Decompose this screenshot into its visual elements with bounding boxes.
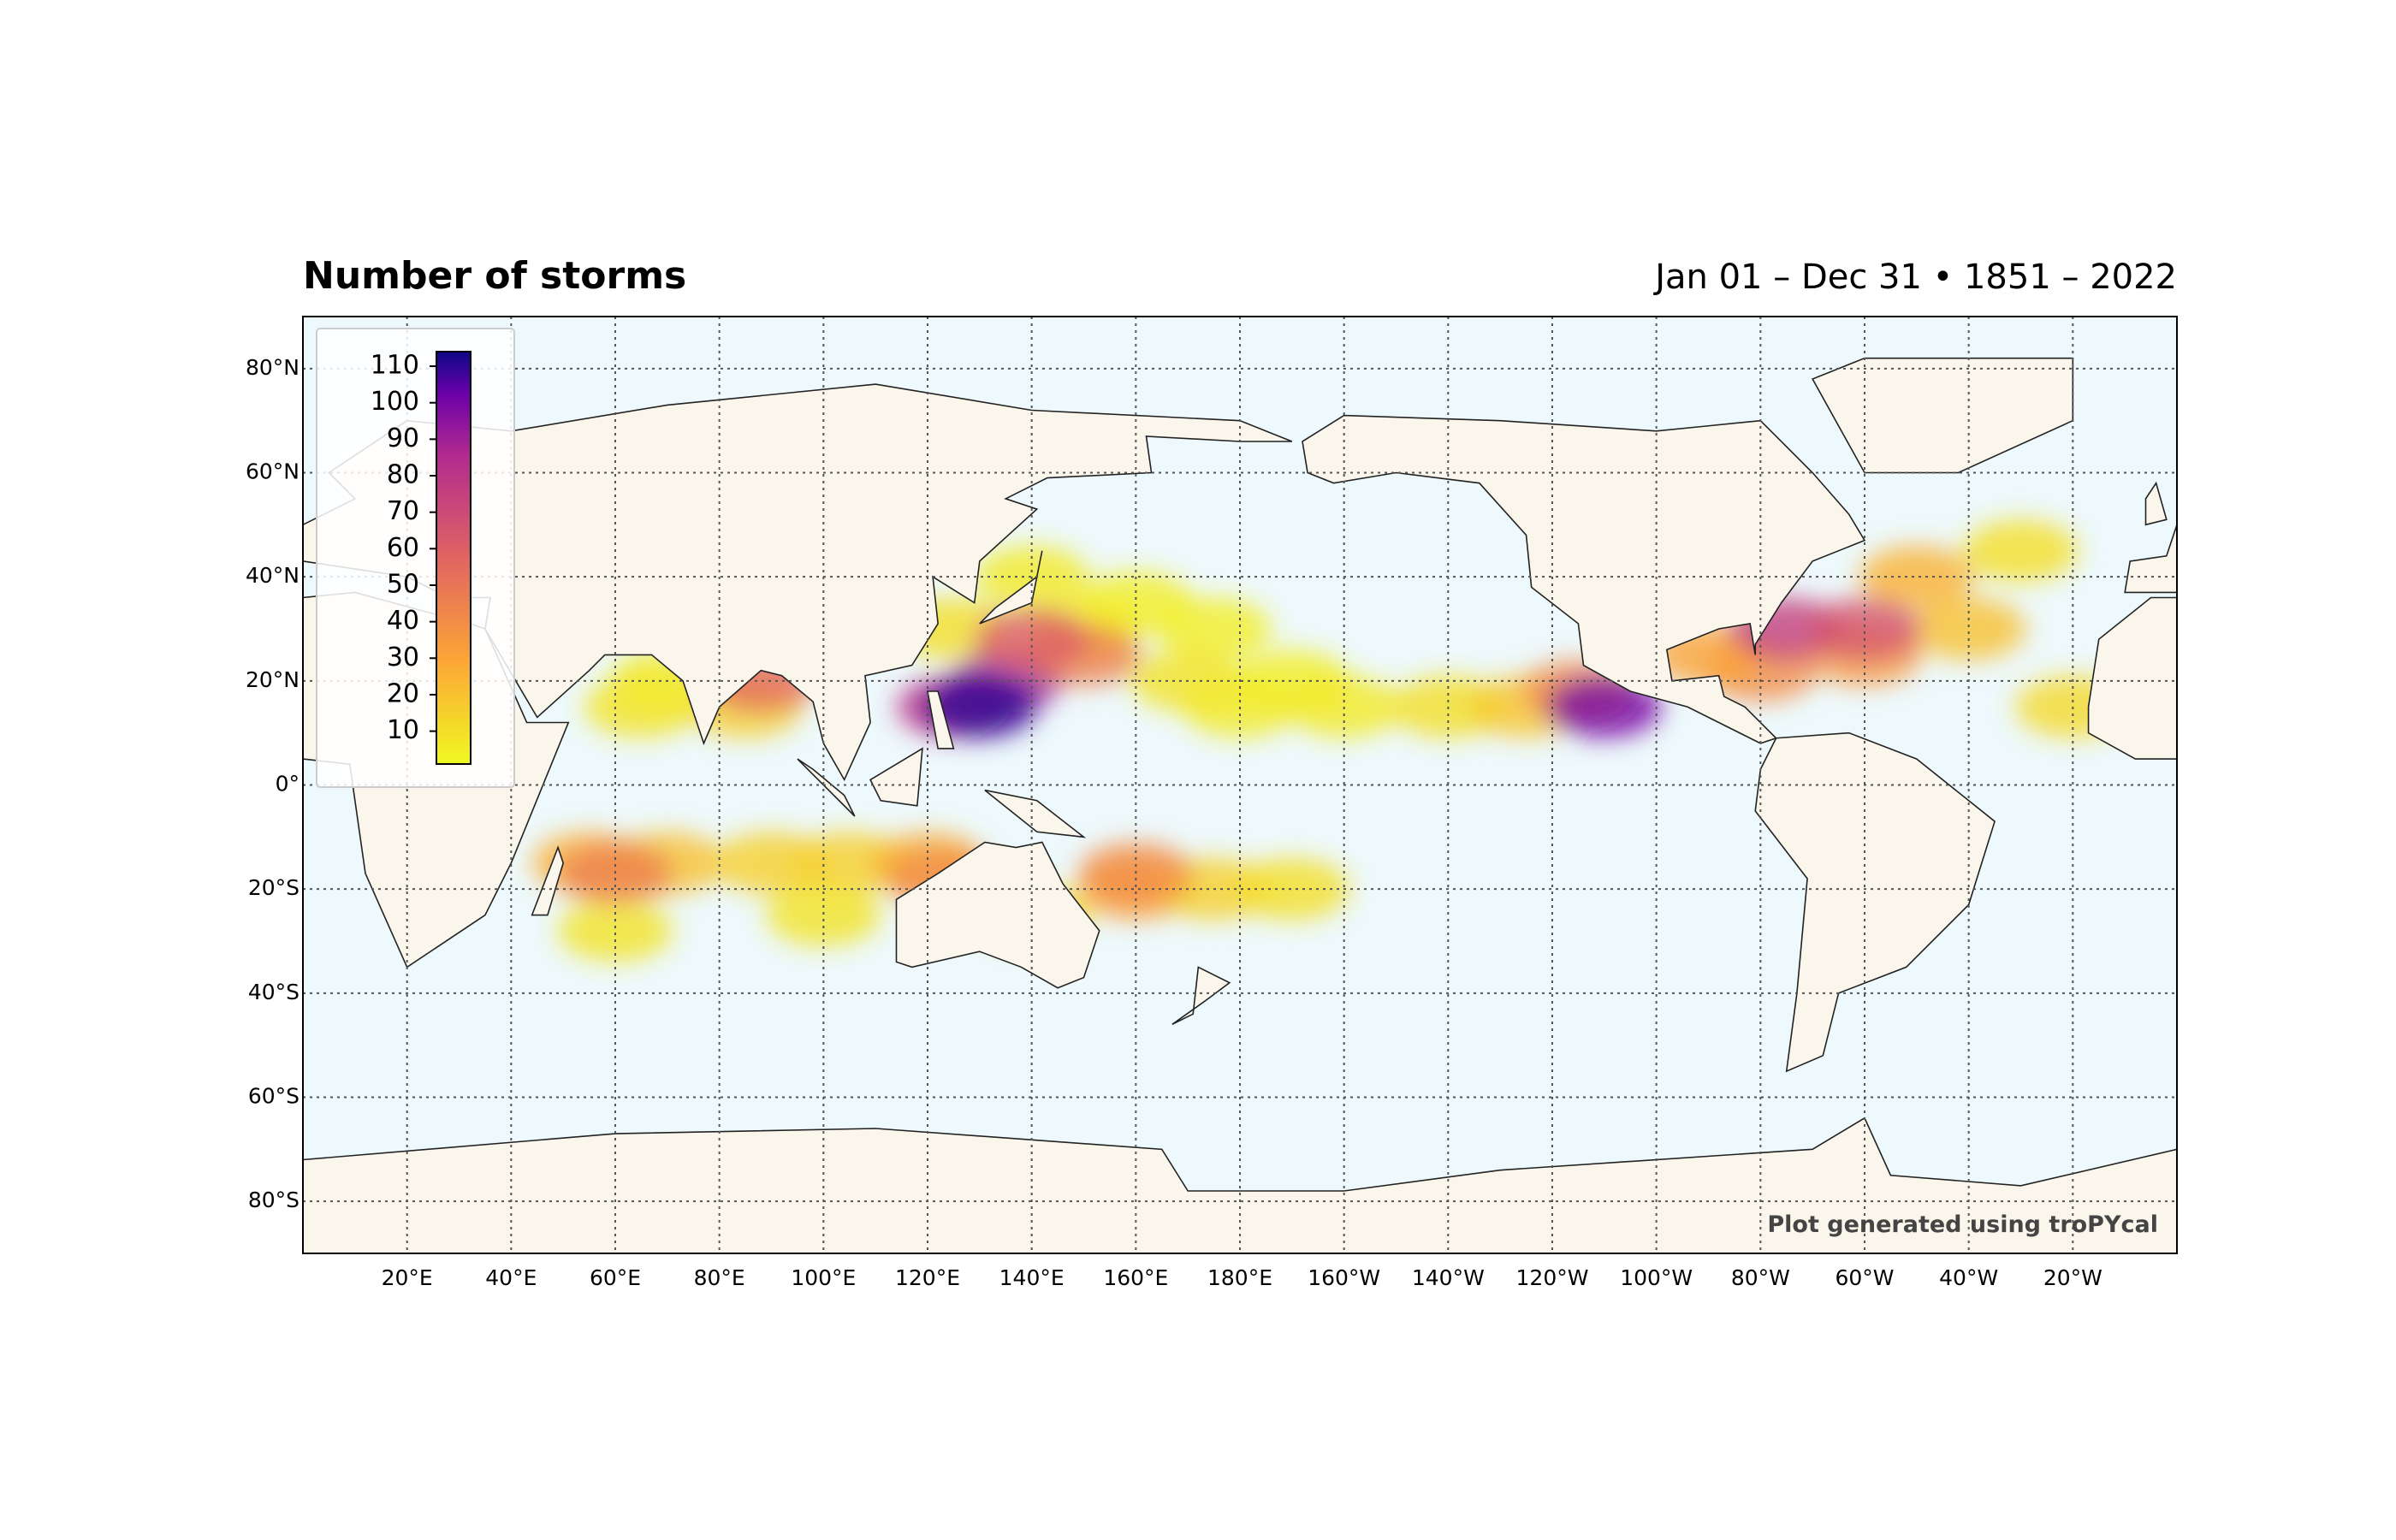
x-tick-label: 160°W <box>1308 1265 1380 1290</box>
land <box>1755 733 1995 1071</box>
x-tick-label: 140°W <box>1412 1265 1485 1290</box>
heat-cell <box>558 899 673 962</box>
x-tick-label: 20°W <box>2043 1265 2102 1290</box>
colorbar-tick-label: 90 <box>387 424 419 453</box>
heat-cell <box>1156 597 1272 660</box>
y-tick-label: 0° <box>276 772 300 797</box>
y-tick-label: 80°S <box>248 1188 300 1212</box>
x-tick-label: 140°E <box>999 1265 1065 1290</box>
colorbar-tick-label: 60 <box>387 533 419 563</box>
x-tick-label: 20°E <box>382 1265 433 1290</box>
colorbar-tick-label: 30 <box>387 643 419 672</box>
colorbar-tick-label: 20 <box>387 678 419 708</box>
y-tick-label: 20°N <box>246 667 300 692</box>
map-layer <box>303 317 2177 1253</box>
land <box>798 551 1230 1025</box>
colorbar-tick-label: 40 <box>387 606 419 636</box>
y-tick-label: 60°N <box>246 459 300 484</box>
x-tick-label: 80°E <box>694 1265 745 1290</box>
x-tick-label: 40°E <box>485 1265 537 1290</box>
heat-cell <box>1234 857 1349 921</box>
land <box>2145 483 2166 525</box>
heat-cell <box>1859 545 1974 608</box>
chart-title: Number of storms <box>303 254 686 298</box>
land <box>1302 416 1865 743</box>
land <box>2125 524 2177 592</box>
heat-cell <box>1807 597 1922 660</box>
y-tick-label: 20°S <box>248 875 300 900</box>
x-tick-label: 180°E <box>1207 1265 1272 1290</box>
y-tick-label: 40°S <box>248 980 300 1004</box>
grid <box>303 317 2177 1253</box>
x-tick-label: 100°W <box>1620 1265 1693 1290</box>
x-tick-label: 100°E <box>791 1265 856 1290</box>
heat-cell <box>922 675 1037 738</box>
x-tick-label: 120°W <box>1516 1265 1589 1290</box>
y-tick-label: 80°N <box>246 355 300 380</box>
x-tick-label: 60°E <box>590 1265 641 1290</box>
x-tick-label: 120°E <box>895 1265 960 1290</box>
colorbar-tick-label: 80 <box>387 460 419 490</box>
heat-cell <box>766 884 881 947</box>
axes: 20°E 40°E 60°E 80°E 100°E 120°E 140°E 160°E 180°… <box>246 355 2102 1290</box>
colorbar-tick-label: 50 <box>387 569 419 599</box>
x-tick-label: 80°W <box>1731 1265 1790 1290</box>
heat-cell <box>1963 519 2079 583</box>
colorbar-tick-label: 10 <box>387 715 419 745</box>
chart-subtitle: Jan 01 – Dec 31 • 1851 – 2022 <box>1652 258 2177 297</box>
colorbar-ticks: 10 20 30 40 50 60 70 80 90 100 110 <box>371 351 436 745</box>
x-tick-label: 40°W <box>1939 1265 1998 1290</box>
x-tick-label: 160°E <box>1103 1265 1168 1290</box>
heat-layer <box>531 519 2131 962</box>
colorbar-tick-label: 70 <box>387 496 419 526</box>
y-tick-label: 60°S <box>248 1084 300 1109</box>
x-tick-label: 60°W <box>1835 1265 1894 1290</box>
y-tick-label: 40°N <box>246 563 300 588</box>
colorbar <box>436 351 471 765</box>
land <box>896 842 1099 987</box>
heat-cell <box>1911 597 2026 660</box>
plot-frame <box>302 316 2178 1254</box>
colorbar-tick-label: 110 <box>371 351 419 381</box>
credit: Plot generated using troPYcal <box>1767 1211 2158 1238</box>
colorbar-tick-label: 100 <box>371 387 419 417</box>
land <box>532 847 563 915</box>
